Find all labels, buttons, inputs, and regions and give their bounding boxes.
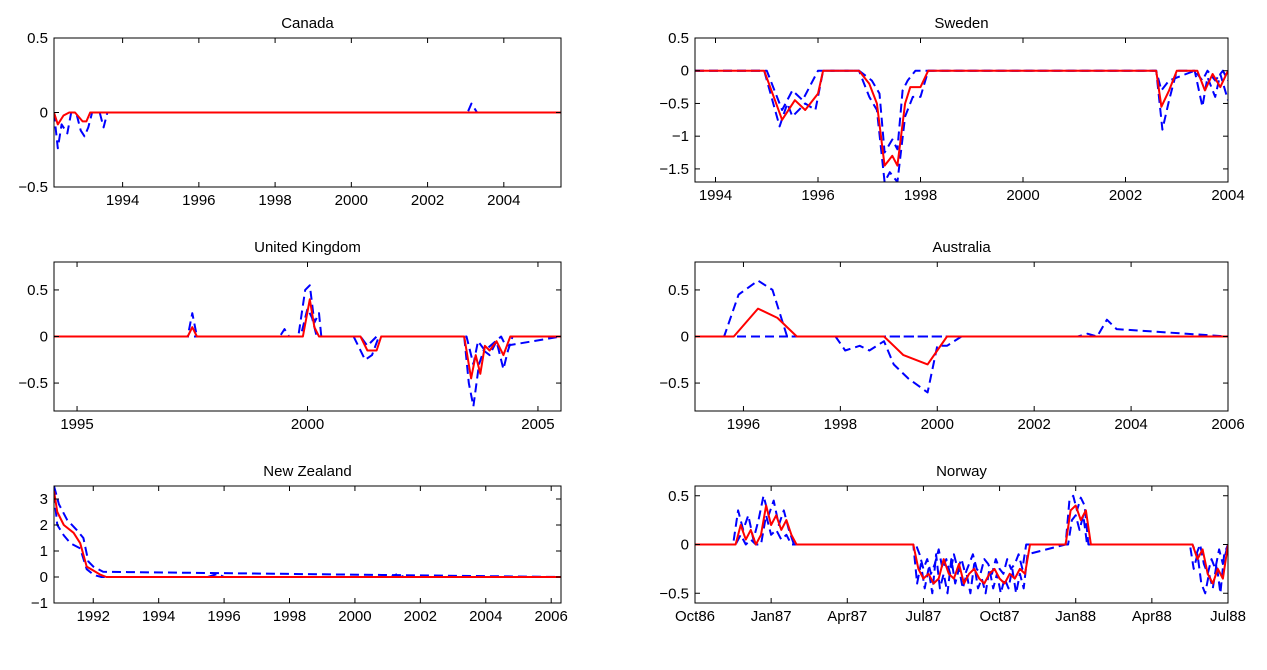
y-tick-label: 0 <box>681 63 689 80</box>
series-line-band <box>54 284 561 408</box>
x-tick-label: 2006 <box>1211 416 1244 433</box>
x-tick-label: Jan88 <box>1055 608 1096 625</box>
x-tick-label: Jul88 <box>1210 608 1246 625</box>
x-tick-label: 2006 <box>534 608 567 625</box>
x-tick-label: 2002 <box>411 192 444 209</box>
series-line-band <box>54 102 561 150</box>
x-tick-label: 2000 <box>921 416 954 433</box>
x-tick-label: 2000 <box>338 608 371 625</box>
chart-panel: 1992 1994 1996 1998 2000 2002 2004 2006 −1 0 1 2 3 Ne… <box>31 463 568 625</box>
chart-title: United Kingdom <box>254 239 361 256</box>
y-tick-label: 0.5 <box>668 282 689 299</box>
y-tick-label: 0.5 <box>668 488 689 505</box>
x-tick-label: Apr87 <box>827 608 867 625</box>
x-tick-label: 1996 <box>182 192 215 209</box>
y-tick-label: −1.5 <box>659 161 689 178</box>
x-tick-label: 1996 <box>801 187 834 204</box>
x-tick-label: 1994 <box>699 187 732 204</box>
series-group <box>695 69 1228 182</box>
x-tick-label: 1995 <box>60 416 93 433</box>
series-line-band <box>695 335 1228 394</box>
x-tick-label: 2004 <box>1211 187 1244 204</box>
axes-frame <box>53 485 562 604</box>
y-tick-label: 0 <box>681 329 689 346</box>
y-tick-label: 0 <box>40 105 48 122</box>
chart-panel: 1996 1998 2000 2002 2004 2006 −0.5 0 0.5 Australi… <box>659 239 1244 433</box>
axes-frame <box>694 37 1229 183</box>
y-tick-label: −0.5 <box>659 95 689 112</box>
series-group <box>54 102 561 150</box>
y-tick-label: −1 <box>31 595 48 612</box>
x-tick-label: 2004 <box>1114 416 1147 433</box>
series-line-estimate <box>54 298 561 380</box>
series-group <box>54 486 561 578</box>
x-tick-label: 2002 <box>1017 416 1050 433</box>
x-tick-label: 2000 <box>1006 187 1039 204</box>
y-tick-label: 0.5 <box>668 30 689 47</box>
chart-title: Canada <box>281 15 334 32</box>
y-tick-label: −0.5 <box>18 179 48 196</box>
series-line-band <box>695 318 1228 338</box>
series-group <box>54 284 561 408</box>
series-line-estimate <box>695 69 1228 167</box>
chart-panel: 1994 1996 1998 2000 2002 2004 −1.5 −1 −0.5 0 0.5 Sw… <box>659 15 1244 204</box>
chart-panel: 1994 1996 1998 2000 2002 2004 −0.5 0 0.5 Canada <box>18 15 562 209</box>
x-tick-label: 1998 <box>273 608 306 625</box>
x-tick-label: Oct87 <box>980 608 1020 625</box>
y-tick-label: −0.5 <box>659 375 689 392</box>
series-line-band <box>695 279 1228 338</box>
y-tick-label: 0.5 <box>27 282 48 299</box>
x-tick-label: 2004 <box>469 608 502 625</box>
series-line-band <box>54 493 561 578</box>
y-tick-label: −0.5 <box>18 375 48 392</box>
series-line-estimate <box>54 111 561 126</box>
series-line-band <box>695 69 1228 154</box>
x-tick-label: 1998 <box>824 416 857 433</box>
chart-title: Sweden <box>934 15 988 32</box>
y-tick-label: 3 <box>40 491 48 508</box>
chart-title: New Zealand <box>263 463 351 480</box>
series-line-band <box>54 486 561 578</box>
chart-panel: 1995 2000 2005 −0.5 0 0.5 United Kingdom <box>18 239 562 433</box>
x-tick-label: 2000 <box>335 192 368 209</box>
x-tick-label: Apr88 <box>1132 608 1172 625</box>
series-line-estimate <box>695 504 1228 585</box>
series-group <box>695 494 1228 595</box>
x-tick-label: Oct86 <box>675 608 715 625</box>
series-line-estimate <box>54 491 561 578</box>
x-tick-label: Jan87 <box>751 608 792 625</box>
chart-title: Norway <box>936 463 987 480</box>
series-line-band <box>695 69 1228 182</box>
chart-title: Australia <box>932 239 991 256</box>
chart-panel: Oct86 Jan87 Apr87 Jul87 Oct87 Jan88 Apr88 Jul88… <box>659 463 1246 625</box>
x-tick-label: 1996 <box>727 416 760 433</box>
x-tick-label: 1994 <box>106 192 139 209</box>
x-tick-label: 2000 <box>291 416 324 433</box>
series-line-estimate <box>695 307 1228 366</box>
x-tick-label: 1996 <box>207 608 240 625</box>
series-group <box>695 279 1228 394</box>
y-tick-label: 0 <box>681 537 689 554</box>
x-tick-label: 2002 <box>1109 187 1142 204</box>
x-tick-label: 2002 <box>404 608 437 625</box>
x-tick-label: Jul87 <box>905 608 941 625</box>
y-tick-label: −1 <box>672 128 689 145</box>
x-tick-label: 1998 <box>904 187 937 204</box>
x-tick-label: 2004 <box>487 192 520 209</box>
x-tick-label: 1998 <box>258 192 291 209</box>
x-tick-label: 2005 <box>521 416 554 433</box>
y-tick-label: 0.5 <box>27 30 48 47</box>
y-tick-label: 0 <box>40 329 48 346</box>
y-tick-label: 0 <box>40 569 48 586</box>
y-tick-label: −0.5 <box>659 585 689 602</box>
x-tick-label: 1994 <box>142 608 175 625</box>
y-tick-label: 1 <box>40 543 48 560</box>
x-tick-label: 1992 <box>77 608 110 625</box>
y-tick-label: 2 <box>40 517 48 534</box>
